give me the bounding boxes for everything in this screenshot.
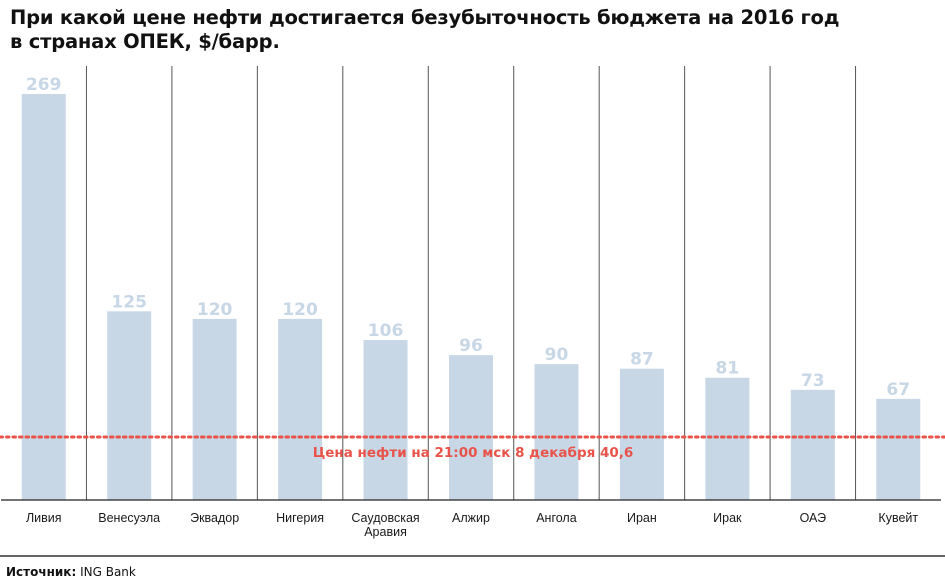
bar-value-label: 120 — [282, 300, 318, 320]
x-tick-label: Алжир — [452, 511, 490, 525]
bar-2 — [192, 318, 237, 500]
bar-value-label: 73 — [801, 371, 825, 391]
x-tick-label: Венесуэла — [98, 511, 160, 525]
reference-label: Цена нефти на 21:00 мск 8 декабря 40,6 — [313, 445, 634, 461]
source-note: Источник: ING Bank — [6, 565, 136, 579]
x-tick-label: Нигерия — [276, 511, 324, 525]
bar-8 — [705, 377, 750, 500]
bar-9 — [790, 389, 835, 500]
x-tick-label: ОАЭ — [800, 511, 827, 525]
bar-4 — [363, 340, 408, 500]
chart-title-line-2: в странах ОПЕК, $/барр. — [10, 30, 280, 53]
x-tick-label: Кувейт — [878, 511, 918, 525]
source-value: ING Bank — [80, 565, 136, 579]
bar-3 — [278, 318, 323, 500]
x-tick-label: Ирак — [713, 511, 742, 525]
bar-0 — [21, 94, 66, 500]
bar-value-label: 90 — [545, 345, 569, 365]
x-tick-label: Ангола — [536, 511, 576, 525]
x-tick-label: Эквадор — [190, 511, 239, 525]
bar-6 — [534, 364, 579, 500]
chart-title-line-1: При какой цене нефти достигается безубыт… — [10, 6, 840, 29]
bar-value-label: 96 — [459, 336, 483, 356]
bar-value-label: 269 — [26, 75, 62, 95]
bar-value-label: 106 — [368, 321, 404, 341]
bar-value-label: 125 — [111, 292, 147, 312]
source-label: Источник: — [6, 565, 77, 579]
bar-5 — [449, 355, 493, 500]
bar-value-label: 120 — [197, 300, 233, 320]
bar-value-label: 87 — [630, 350, 654, 370]
bar-1 — [107, 311, 152, 500]
bar-10 — [876, 398, 921, 500]
x-tick-label: Ливия — [26, 511, 62, 525]
bar-value-label: 81 — [716, 359, 740, 379]
bar-value-label: 67 — [886, 380, 910, 400]
bar-7 — [619, 368, 664, 500]
chart-title: При какой цене нефти достигается безубыт… — [10, 6, 930, 54]
x-tick-label: Иран — [627, 511, 657, 525]
x-tick-label: Саудовская Аравия — [351, 511, 419, 539]
